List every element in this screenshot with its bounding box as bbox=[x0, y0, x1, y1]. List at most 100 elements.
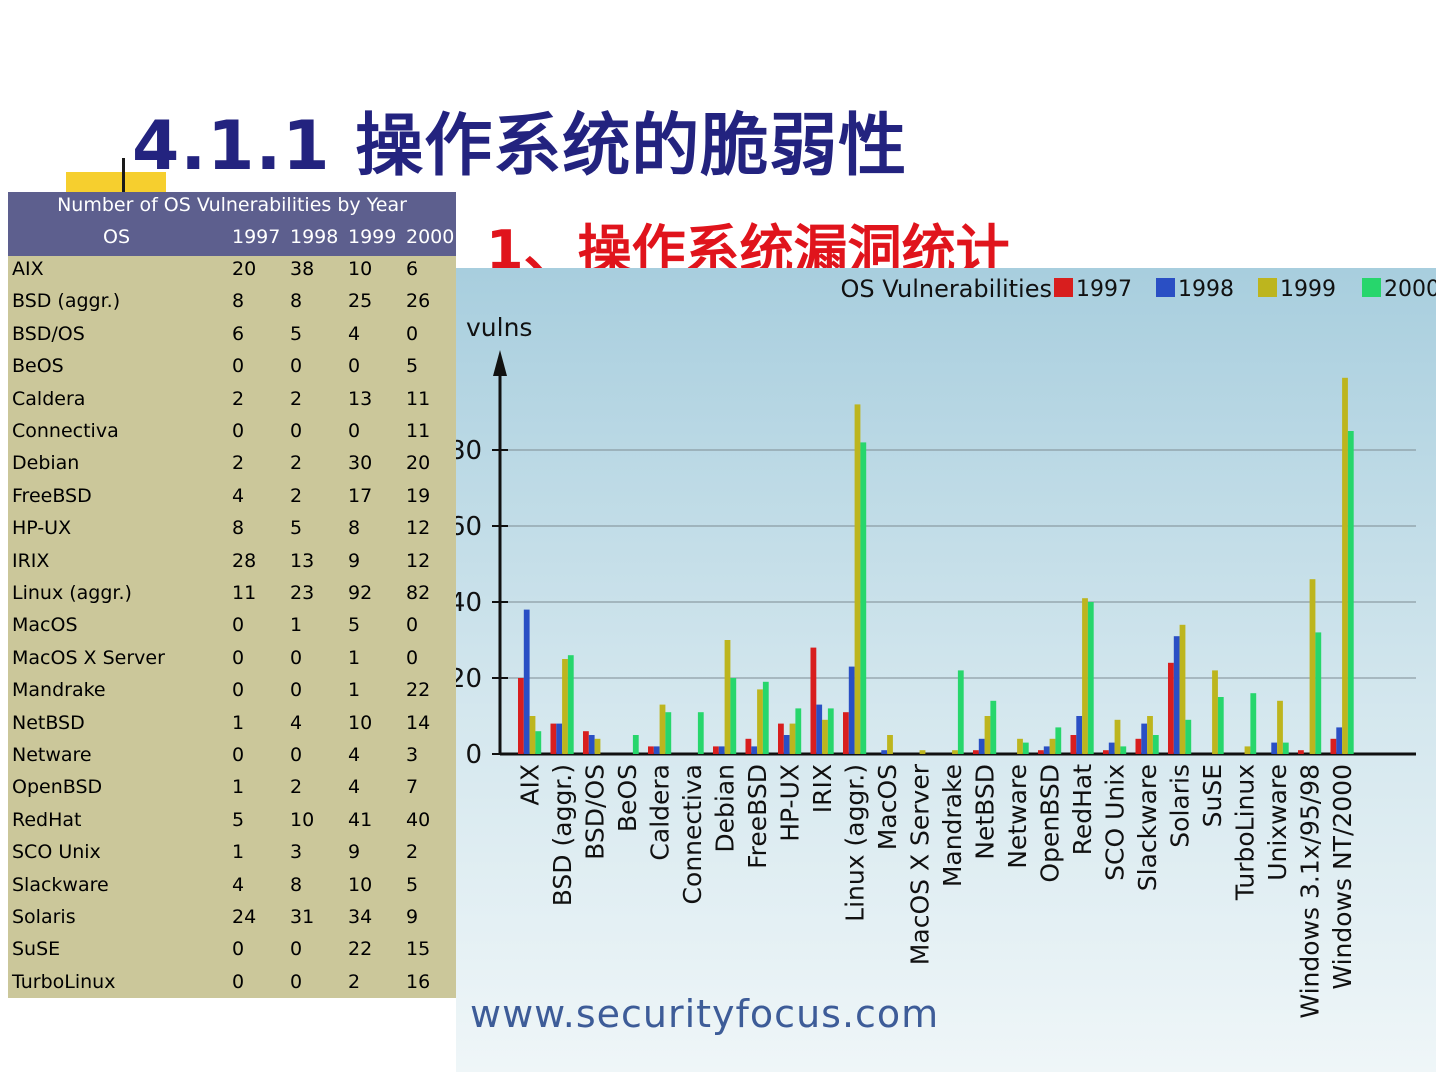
table-cell-value: 0 bbox=[290, 744, 303, 766]
table-cell-value: 2 bbox=[348, 970, 361, 993]
bar-2000 bbox=[697, 712, 704, 754]
bar-1998 bbox=[556, 723, 563, 754]
table-cell-value: 24 bbox=[232, 906, 257, 928]
table-cell-value: 8 bbox=[232, 290, 245, 313]
bar-1999 bbox=[789, 723, 796, 754]
table-cell-value: 30 bbox=[348, 452, 373, 475]
table-cell-os: AIX bbox=[12, 258, 44, 280]
table-row: BSD (aggr.) 8 8 25 26 bbox=[8, 290, 456, 322]
bar-1997 bbox=[745, 738, 752, 754]
table-cell-value: 0 bbox=[348, 420, 361, 442]
bar-1997 bbox=[843, 712, 849, 754]
table-cell-os: MacOS bbox=[12, 614, 78, 637]
table-cell-value: 13 bbox=[348, 387, 373, 410]
table-caption: Number of OS Vulnerabilities by Year bbox=[57, 194, 407, 216]
table-cell-value: 9 bbox=[348, 841, 361, 864]
table-cell-value: 1 bbox=[290, 614, 303, 637]
bar-1998 bbox=[783, 735, 790, 754]
table-row: IRIX 28 13 9 12 bbox=[8, 550, 456, 582]
bar-1998 bbox=[1173, 636, 1180, 754]
table-cell-value: 2 bbox=[290, 452, 303, 475]
table-cell-value: 1 bbox=[232, 711, 245, 734]
bar-1998 bbox=[1108, 742, 1115, 754]
table-cell-value: 25 bbox=[348, 290, 373, 313]
table-cell-value: 17 bbox=[348, 484, 373, 507]
x-tick-label: Linux (aggr.) bbox=[841, 764, 870, 922]
table-cell-value: 40 bbox=[406, 808, 431, 831]
bar-1999 bbox=[1309, 579, 1316, 754]
table-cell-value: 0 bbox=[232, 420, 245, 442]
bar-1998 bbox=[978, 738, 985, 754]
y-axis-label: vulns bbox=[466, 313, 532, 342]
x-tick-label: OpenBSD bbox=[1036, 764, 1065, 883]
bar-1999 bbox=[1114, 719, 1121, 754]
bar-2000 bbox=[1120, 746, 1127, 754]
bar-2000 bbox=[762, 681, 769, 754]
bar-1999 bbox=[822, 719, 828, 754]
legend-label: 2000 bbox=[1384, 277, 1436, 302]
bar-1998 bbox=[881, 750, 888, 754]
table-cell-value: 6 bbox=[232, 322, 245, 345]
table-header-1998: 1998 bbox=[290, 226, 339, 248]
bar-1997 bbox=[973, 750, 979, 754]
table-cell-value: 0 bbox=[290, 938, 303, 961]
table-cell-value: 0 bbox=[348, 355, 361, 378]
table-cell-os: FreeBSD bbox=[12, 484, 92, 507]
table-cell-value: 0 bbox=[232, 355, 245, 378]
table-cell-value: 5 bbox=[348, 614, 361, 637]
source-url: www.securityfocus.com bbox=[470, 992, 940, 1036]
table-cell-os: BSD (aggr.) bbox=[12, 290, 121, 313]
table-cell-value: 0 bbox=[232, 614, 245, 637]
bar-1999 bbox=[1179, 624, 1186, 754]
table-cell-os: BeOS bbox=[12, 355, 64, 378]
table-cell-os: IRIX bbox=[12, 549, 50, 572]
bar-1997 bbox=[1298, 750, 1304, 754]
table-cell-os: Solaris bbox=[12, 906, 76, 928]
table-cell-value: 10 bbox=[290, 808, 315, 831]
bar-chart: 0 20 40 60 80 vulns OS Vulnerabilities 1997 1998… bbox=[456, 275, 1436, 1019]
table-cell-value: 9 bbox=[406, 906, 419, 928]
table-cell-value: 0 bbox=[232, 744, 245, 766]
bar-1997 bbox=[518, 678, 524, 754]
bar-1999 bbox=[1082, 598, 1088, 754]
bar-2000 bbox=[1087, 602, 1094, 754]
bar-2000 bbox=[827, 708, 834, 754]
table-cell-value: 2 bbox=[232, 452, 245, 475]
table-cell-value: 4 bbox=[290, 711, 303, 734]
table-cell-value: 0 bbox=[232, 679, 245, 702]
bar-1999 bbox=[1212, 670, 1218, 754]
table-cell-value: 2 bbox=[290, 776, 303, 799]
table-cell-value: 4 bbox=[348, 322, 361, 345]
table-cell-value: 31 bbox=[290, 906, 315, 928]
bar-2000 bbox=[1022, 742, 1029, 754]
bar-2000 bbox=[1185, 719, 1192, 754]
bar-1999 bbox=[1017, 738, 1023, 754]
bar-2000 bbox=[990, 700, 997, 754]
slide-title: 4.1.1 操作系统的脆弱性 bbox=[132, 107, 908, 186]
bar-2000 bbox=[1217, 697, 1224, 754]
bar-1998 bbox=[1336, 727, 1343, 754]
table-cell-value: 8 bbox=[232, 517, 245, 540]
table-cell-os: HP-UX bbox=[12, 517, 72, 540]
bar-1997 bbox=[810, 647, 817, 754]
bar-1998 bbox=[653, 746, 660, 754]
y-tick-label: 60 bbox=[456, 512, 482, 542]
table-cell-value: 1 bbox=[232, 776, 245, 799]
x-tick-label: Slackware bbox=[1133, 764, 1162, 891]
table-cell-value: 8 bbox=[290, 873, 303, 896]
x-tick-label: HP-UX bbox=[776, 764, 805, 842]
table-cell-value: 28 bbox=[232, 549, 257, 572]
table-cell-os: MacOS X Server bbox=[12, 646, 165, 669]
bar-1999 bbox=[757, 689, 763, 754]
table-cell-value: 2 bbox=[290, 387, 303, 410]
table-cell-value: 82 bbox=[406, 582, 431, 604]
table-cell-value: 3 bbox=[406, 744, 419, 766]
table-row: HP-UX 8 5 8 12 bbox=[8, 517, 456, 549]
bar-1998 bbox=[523, 609, 530, 754]
bar-2000 bbox=[860, 442, 867, 754]
x-tick-label: Unixware bbox=[1263, 764, 1292, 881]
table-cell-value: 34 bbox=[348, 906, 373, 928]
bar-1999 bbox=[529, 716, 536, 754]
bar-1999 bbox=[887, 735, 893, 754]
y-tick-label: 40 bbox=[456, 588, 482, 618]
